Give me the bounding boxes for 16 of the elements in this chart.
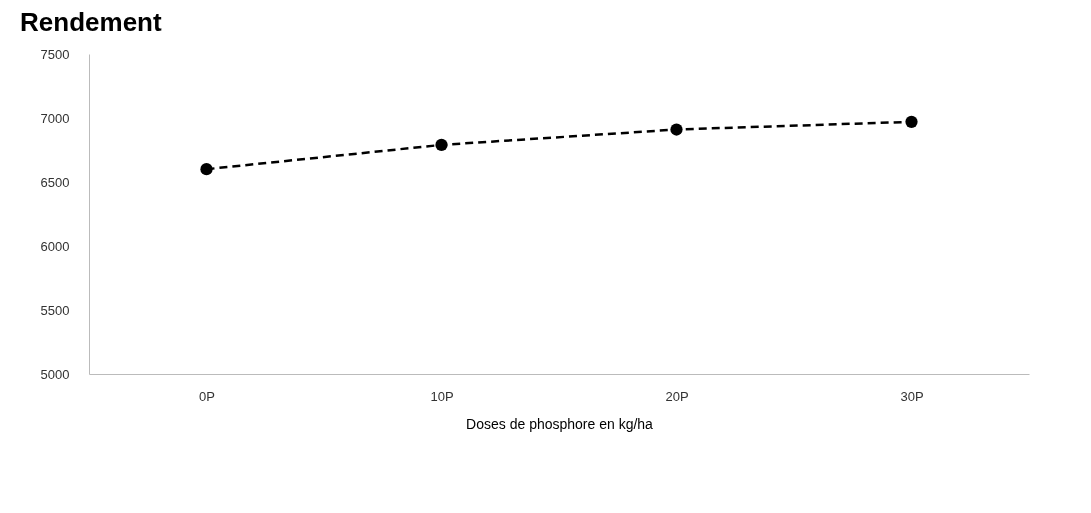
y-tick-label: 7000 <box>40 110 70 126</box>
y-tick-label: 7500 <box>40 46 70 62</box>
point <box>905 115 918 128</box>
y-tick-label: 5000 <box>40 366 70 382</box>
point <box>670 123 683 136</box>
x-axis-title: Doses de phosphore en kg/ha <box>466 415 654 432</box>
y-tick-label: 6000 <box>40 238 70 254</box>
x-tick-label: 30P <box>900 388 924 404</box>
point <box>200 163 213 176</box>
chart-title: Rendement <box>20 7 162 37</box>
y-tick-label: 5500 <box>40 302 70 318</box>
x-tick-label: 0P <box>199 388 215 404</box>
point <box>435 138 448 151</box>
x-tick-label: 20P <box>665 388 689 404</box>
y-tick-label: 6500 <box>40 174 70 190</box>
x-tick-label: 10P <box>430 388 454 404</box>
